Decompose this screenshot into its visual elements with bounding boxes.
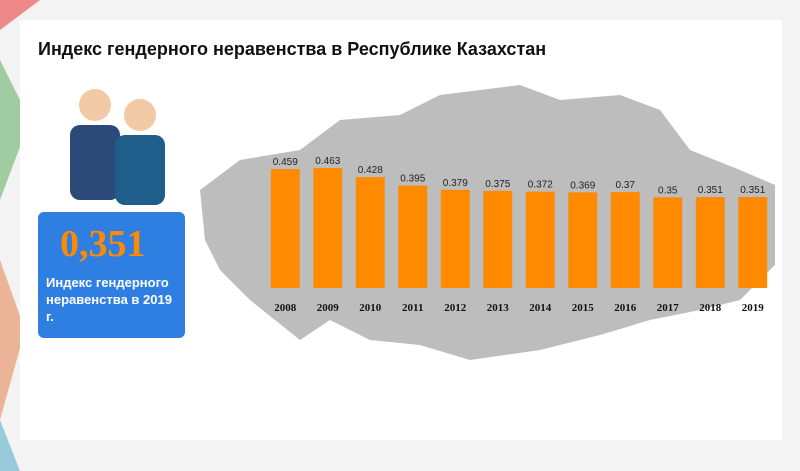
bar xyxy=(525,191,555,288)
value-label: 0.369 xyxy=(570,180,595,191)
bar xyxy=(355,177,385,288)
value-label: 0.372 xyxy=(528,180,553,191)
bar xyxy=(313,168,343,288)
x-tick-label: 2011 xyxy=(402,302,423,314)
x-tick-label: 2014 xyxy=(529,302,552,314)
x-tick-label: 2010 xyxy=(359,302,382,314)
bars: 0.459 2008 0.463 2009 0.428 2010 0.395 2011 0.37… xyxy=(270,156,768,314)
value-label: 0.351 xyxy=(698,185,723,196)
highlight-card: 0,351 Индекс гендерного неравенства в 20… xyxy=(38,212,185,338)
x-tick-label: 2018 xyxy=(699,302,722,314)
x-tick-label: 2019 xyxy=(742,302,765,314)
bar xyxy=(695,197,725,288)
value-label: 0.375 xyxy=(485,179,510,190)
bar xyxy=(270,169,300,288)
chart-title: Индекс гендерного неравенства в Республи… xyxy=(38,39,546,59)
bar xyxy=(610,192,640,288)
decor xyxy=(0,60,30,200)
x-tick-label: 2015 xyxy=(572,302,595,314)
x-tick-label: 2016 xyxy=(614,302,637,314)
decor xyxy=(0,260,25,420)
value-label: 0.463 xyxy=(315,156,340,167)
person xyxy=(115,135,165,205)
value-label: 0.35 xyxy=(658,185,678,196)
bar xyxy=(483,190,513,288)
bar xyxy=(440,189,470,288)
value-label: 0.351 xyxy=(740,185,765,196)
x-tick-label: 2017 xyxy=(657,302,680,314)
value-label: 0.428 xyxy=(358,165,383,176)
highlight-value: 0,351 xyxy=(60,223,146,265)
value-label: 0.379 xyxy=(443,178,468,189)
x-tick-label: 2008 xyxy=(274,302,297,314)
person xyxy=(70,125,120,200)
bar xyxy=(738,197,768,288)
x-tick-label: 2012 xyxy=(444,302,467,314)
x-tick-label: 2009 xyxy=(317,302,340,314)
decor xyxy=(0,420,20,471)
value-label: 0.459 xyxy=(273,157,298,168)
person xyxy=(124,99,156,131)
decor xyxy=(0,0,40,30)
bar xyxy=(398,185,428,288)
bar xyxy=(568,192,598,288)
x-tick-label: 2013 xyxy=(487,302,510,314)
value-label: 0.37 xyxy=(616,180,636,191)
person xyxy=(79,89,111,121)
highlight-caption: Индекс гендерного неравенства в 2019 г. xyxy=(46,275,172,324)
bar xyxy=(653,197,683,288)
value-label: 0.395 xyxy=(400,174,425,185)
